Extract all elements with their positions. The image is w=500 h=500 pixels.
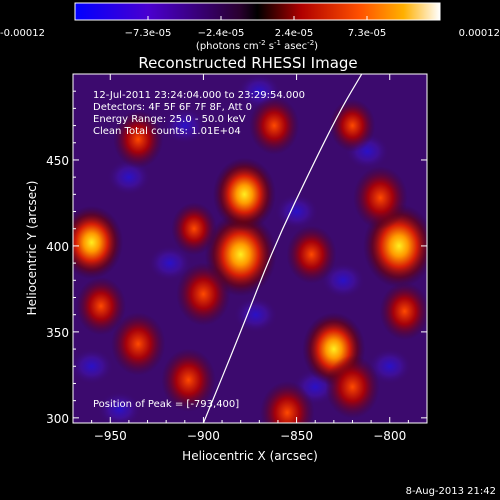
colorbar-tick-label: 2.4e-05 <box>275 28 313 39</box>
bright-region <box>260 381 315 423</box>
low-intensity-region <box>73 348 114 385</box>
bright-region <box>325 355 380 419</box>
bright-region <box>75 277 126 336</box>
y-tick-label: 450 <box>46 154 69 168</box>
y-tick-label: 350 <box>46 326 69 340</box>
annotation-block: 12-Jul-2011 23:24:04.000 to 23:29:54.000… <box>93 90 305 137</box>
x-tick-label: −900 <box>187 429 220 443</box>
colorbar-unit: (photons cm-2 s-1 asec-2) <box>196 39 318 52</box>
bright-region <box>379 282 427 341</box>
footer-date: 8-Aug-2013 21:42 <box>406 486 496 497</box>
x-tick-label: −950 <box>94 429 127 443</box>
bright-region <box>73 205 124 280</box>
low-intensity-region <box>162 107 207 144</box>
peak-position-label: Position of Peak = [-793,400] <box>93 399 239 410</box>
bright-region <box>212 157 277 232</box>
y-tick-label: 400 <box>46 240 69 254</box>
bright-region <box>286 225 337 284</box>
bright-region <box>171 202 217 256</box>
low-intensity-region <box>367 348 412 385</box>
x-axis: −950 −900 −850 −800 <box>91 74 428 443</box>
low-intensity-region <box>321 262 366 299</box>
colorbar-tick-label: −2.4e-05 <box>198 28 245 39</box>
y-axis-label: Heliocentric Y (arcsec) <box>25 181 39 316</box>
colorbar-tick-label: -0.00012 <box>0 28 45 39</box>
annotation-counts: Clean Total counts: 1.01E+04 <box>93 126 241 137</box>
bright-region <box>113 110 164 169</box>
colorbar <box>74 2 441 21</box>
plot-area <box>73 74 427 423</box>
bright-region <box>353 166 408 230</box>
annotation-detectors: Detectors: 4F 5F 6F 7F 8F, Att 0 <box>93 102 252 113</box>
solar-limb-curve <box>202 74 363 423</box>
low-intensity-region <box>233 296 278 333</box>
low-intensity-region <box>274 193 319 230</box>
bright-region <box>249 96 300 155</box>
bright-region <box>329 99 376 152</box>
x-tick-label: −850 <box>280 429 313 443</box>
y-axis: 300 350 400 450 <box>46 90 427 426</box>
y-tick-label: 300 <box>46 412 69 426</box>
colorbar-ticks: -0.00012 −7.3e-05 −2.4e-05 2.4e-05 7.3e-05 0.… <box>0 16 500 39</box>
bright-region <box>111 312 166 376</box>
colorbar-tick-label: 0.00012 <box>459 28 500 39</box>
low-intensity-region <box>97 391 142 423</box>
colorbar-tick-label: −7.3e-05 <box>125 28 172 39</box>
x-tick-label: −800 <box>373 429 406 443</box>
bright-region <box>176 262 231 326</box>
annotation-time: 12-Jul-2011 23:24:04.000 to 23:29:54.000 <box>93 90 305 101</box>
plot-frame <box>72 73 428 424</box>
x-axis-label: Heliocentric X (arcsec) <box>182 449 318 463</box>
bright-region <box>161 348 216 412</box>
chart-title: Reconstructed RHESSI Image <box>138 54 357 72</box>
annotation-energy: Energy Range: 25.0 - 50.0 keV <box>93 114 246 125</box>
low-intensity-region <box>147 245 192 282</box>
colorbar-tick-label: 7.3e-05 <box>348 28 386 39</box>
